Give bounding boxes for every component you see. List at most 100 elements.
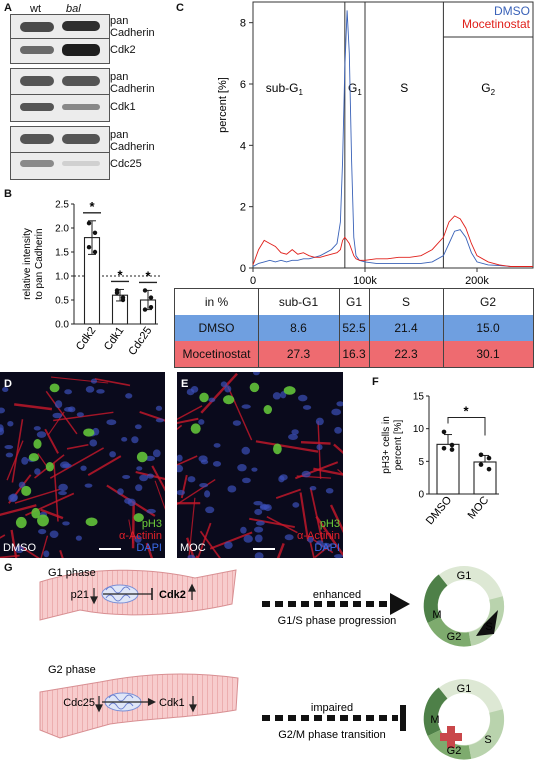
dapi-nucleus xyxy=(64,389,72,395)
dapi-nucleus xyxy=(252,372,260,376)
dapi-nucleus xyxy=(255,520,265,526)
channel-label-ph3: pH3 xyxy=(141,518,162,530)
y-tick-label: 5 xyxy=(418,457,424,468)
actinin-filament xyxy=(6,440,24,481)
dapi-nucleus xyxy=(4,445,14,450)
y-axis-label: percent [%] xyxy=(217,77,229,133)
dapi-nucleus xyxy=(177,464,184,473)
cycle1-label-g2: G2 xyxy=(447,631,462,643)
dapi-nucleus xyxy=(200,459,209,465)
dapi-nucleus xyxy=(291,429,299,435)
data-point xyxy=(86,245,92,250)
actinin-filament xyxy=(309,541,315,558)
cycle1-label-m: M xyxy=(432,609,441,621)
dapi-nucleus xyxy=(0,407,6,414)
actinin-filament xyxy=(44,428,59,454)
actinin-filament xyxy=(50,376,109,384)
dapi-nucleus xyxy=(0,424,4,432)
data-point xyxy=(441,445,447,451)
region-label-g1: G1 xyxy=(348,81,362,97)
data-point xyxy=(441,429,447,435)
dapi-nucleus xyxy=(21,456,29,465)
dapi-nucleus xyxy=(302,405,312,410)
dapi-nucleus xyxy=(125,393,133,399)
dapi-nucleus xyxy=(54,400,63,409)
dapi-nucleus xyxy=(33,426,41,431)
dapi-nucleus xyxy=(198,419,205,425)
cell-cycle-table: in % sub-G1 G1 S G2 DMSO 8.6 52.5 21.4 1… xyxy=(174,288,534,368)
g1-label-cdk2: Cdk2 xyxy=(159,589,186,601)
bar-moc xyxy=(473,461,497,495)
cycle1-label-g1: G1 xyxy=(457,570,472,582)
dapi-nucleus xyxy=(76,412,84,417)
dapi-nucleus xyxy=(243,534,253,543)
table-cell-moc-s: 22.3 xyxy=(394,347,418,361)
actinin-filament xyxy=(128,519,134,544)
dapi-nucleus xyxy=(5,452,14,458)
actinin-filament xyxy=(66,443,89,450)
micrograph-dmso-condition: DMSO xyxy=(3,542,36,554)
chart-f: 0 5 10 15 pH3+ cells in percent [%] DMSO MOC * xyxy=(381,392,499,527)
blot-label-cdc25: Cdc25 xyxy=(110,158,142,170)
actinin-filament xyxy=(87,455,122,476)
g2-label-cdk1: Cdk1 xyxy=(159,697,185,709)
actinin-filament xyxy=(94,377,131,387)
ph3-positive-nucleus xyxy=(33,439,42,449)
actinin-filament xyxy=(59,549,64,558)
data-point xyxy=(120,297,126,303)
actinin-filament xyxy=(151,465,165,492)
dapi-nucleus xyxy=(109,451,116,458)
actinin-filament xyxy=(177,455,198,466)
dapi-nucleus xyxy=(58,490,67,496)
actinin-filament xyxy=(309,487,324,543)
y-tick-label: 0.5 xyxy=(55,296,69,307)
dapi-nucleus xyxy=(155,405,163,411)
actinin-filament xyxy=(197,522,212,558)
g2-phase-title: G2 phase xyxy=(48,664,96,676)
actinin-filament xyxy=(40,535,49,558)
table-header-sub-g1: sub-G1 xyxy=(278,295,319,309)
dapi-nucleus xyxy=(7,421,14,427)
dapi-nucleus xyxy=(205,506,215,514)
ph3-positive-nucleus xyxy=(263,405,273,415)
dapi-nucleus xyxy=(240,526,247,534)
block-cross-icon xyxy=(440,726,462,748)
data-point xyxy=(86,221,92,226)
dapi-nucleus xyxy=(127,498,136,507)
data-point xyxy=(478,462,484,467)
channel-label-dapi: DAPI xyxy=(314,542,340,554)
legend-entry-mocetinostat: Mocetinostat xyxy=(462,17,531,31)
band-pan-cadherin-2-bal xyxy=(62,76,100,86)
dapi-nucleus xyxy=(208,397,216,403)
dapi-nucleus xyxy=(199,483,209,488)
dapi-nucleus xyxy=(85,386,95,393)
dapi-nucleus xyxy=(253,501,263,506)
chart-c: sub-G1 G1 S G2 0 2 4 6 8 percent [%] 0 100k 200k DMSO… xyxy=(217,1,534,287)
actinin-filament xyxy=(135,470,165,481)
actinin-filament xyxy=(131,501,135,549)
y-axis-label: percent [%] xyxy=(393,419,404,470)
table-row-mocetinostat xyxy=(175,341,533,367)
data-point xyxy=(92,230,98,235)
dapi-nucleus xyxy=(36,431,47,438)
micrograph-moc: E MOC pH3 α-Actinin DAPI xyxy=(177,372,343,558)
arrow-down-cdk1 xyxy=(189,696,197,713)
channel-label-ph3: pH3 xyxy=(319,518,340,530)
dapi-nucleus xyxy=(146,473,154,479)
ph3-positive-nucleus xyxy=(31,507,41,519)
ph3-positive-nucleus xyxy=(85,517,98,527)
y-tick-label: 0 xyxy=(240,263,246,275)
dapi-nucleus xyxy=(232,420,242,426)
dapi-nucleus xyxy=(307,536,314,543)
dapi-nucleus xyxy=(131,436,139,444)
dapi-nucleus xyxy=(254,552,264,558)
dapi-nucleus xyxy=(187,476,196,483)
g2-arrow-label-top: impaired xyxy=(311,702,353,714)
dapi-nucleus xyxy=(279,474,288,481)
channel-label-actinin: α-Actinin xyxy=(118,530,162,542)
table-header-g2: G2 xyxy=(479,295,496,309)
dapi-nucleus xyxy=(9,493,18,502)
actinin-filament xyxy=(53,463,59,522)
band-cdk2-bal xyxy=(62,44,100,56)
dapi-nucleus xyxy=(139,474,149,482)
